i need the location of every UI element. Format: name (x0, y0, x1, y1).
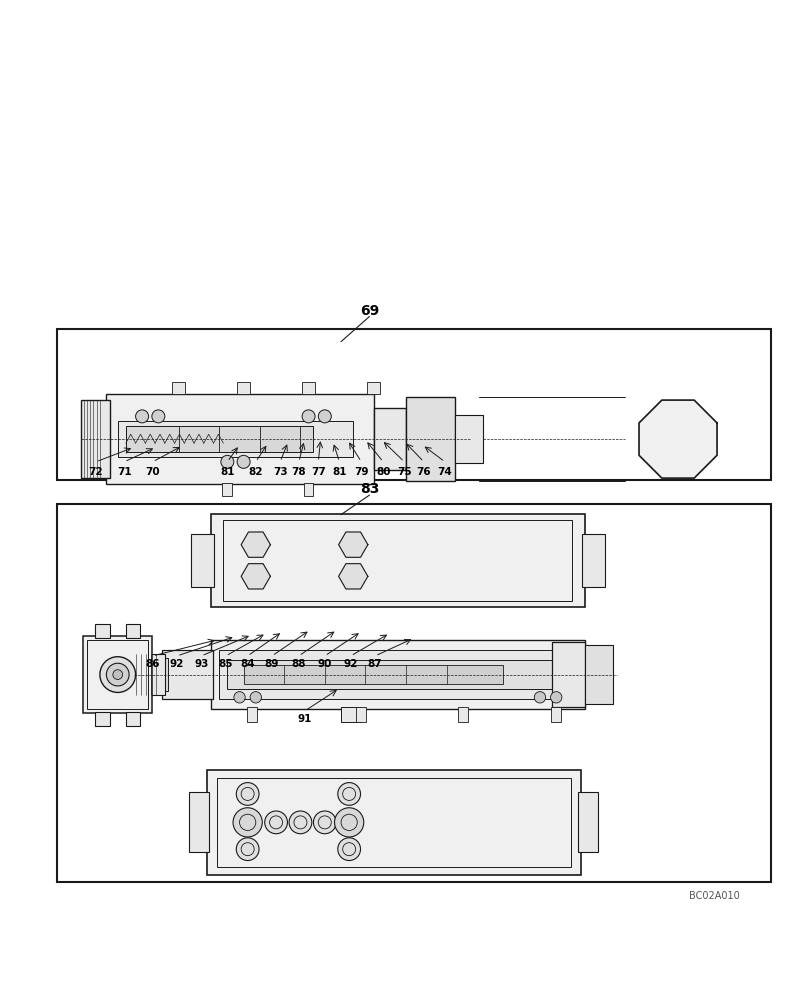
Polygon shape (338, 532, 367, 557)
Text: 84: 84 (240, 659, 255, 669)
Bar (172, 382, 185, 394)
Text: 70: 70 (145, 467, 160, 477)
Circle shape (550, 692, 561, 703)
Bar (118, 421, 353, 457)
Text: BC02A010: BC02A010 (689, 891, 739, 901)
Text: 85: 85 (218, 659, 233, 669)
Text: 81: 81 (220, 467, 234, 477)
Circle shape (152, 410, 165, 423)
Text: 78: 78 (291, 467, 306, 477)
Bar (57, 329, 770, 480)
Bar (302, 382, 315, 394)
Text: 72: 72 (88, 467, 103, 477)
Text: 90: 90 (317, 659, 332, 669)
Bar (222, 483, 232, 496)
Bar (303, 483, 313, 496)
Bar (83, 636, 152, 713)
Circle shape (135, 410, 148, 423)
Circle shape (236, 783, 259, 805)
Circle shape (100, 657, 135, 692)
Bar (219, 650, 576, 699)
Circle shape (318, 410, 331, 423)
Bar (584, 645, 612, 704)
Text: 89: 89 (264, 659, 279, 669)
Polygon shape (338, 564, 367, 589)
Text: 87: 87 (367, 659, 382, 669)
Bar (373, 408, 406, 470)
Bar (457, 707, 467, 722)
Bar (81, 400, 109, 478)
Bar (356, 707, 366, 722)
Text: 86: 86 (145, 659, 160, 669)
Circle shape (654, 416, 700, 462)
Bar (158, 658, 168, 691)
Bar (162, 650, 212, 699)
Circle shape (264, 811, 287, 834)
Text: 79: 79 (354, 467, 368, 477)
Circle shape (233, 808, 262, 837)
Bar (105, 394, 373, 484)
Text: 69: 69 (359, 304, 379, 318)
Text: 80: 80 (375, 467, 390, 477)
Bar (87, 640, 148, 709)
Bar (247, 707, 256, 722)
Text: 77: 77 (311, 467, 325, 477)
Text: 92: 92 (343, 659, 358, 669)
Bar (406, 397, 454, 481)
Circle shape (250, 692, 261, 703)
Bar (211, 640, 584, 709)
Bar (211, 514, 584, 607)
Circle shape (236, 838, 259, 861)
Bar (581, 534, 604, 587)
Circle shape (234, 692, 245, 703)
Polygon shape (241, 564, 270, 589)
Circle shape (313, 811, 336, 834)
Text: 81: 81 (332, 467, 346, 477)
Circle shape (221, 455, 234, 468)
Bar (217, 778, 570, 867)
Text: 92: 92 (169, 659, 184, 669)
Text: 91: 91 (297, 714, 311, 724)
Text: 76: 76 (416, 467, 431, 477)
Bar (57, 504, 770, 882)
Circle shape (337, 838, 360, 861)
Bar (134, 654, 165, 695)
Text: 71: 71 (117, 467, 131, 477)
Bar (191, 534, 213, 587)
Bar (227, 660, 551, 689)
Circle shape (289, 811, 311, 834)
Bar (237, 382, 250, 394)
Text: 74: 74 (437, 467, 452, 477)
Bar (551, 642, 584, 707)
Bar (126, 712, 140, 726)
Bar (454, 415, 483, 463)
Text: 93: 93 (194, 659, 208, 669)
Circle shape (106, 663, 129, 686)
Polygon shape (241, 532, 270, 557)
Circle shape (113, 670, 122, 679)
Bar (126, 426, 312, 452)
Text: 83: 83 (359, 482, 379, 496)
Bar (551, 707, 560, 722)
Text: 75: 75 (397, 467, 411, 477)
Bar (207, 770, 580, 875)
Bar (95, 712, 109, 726)
Bar (243, 665, 503, 684)
Bar (367, 382, 380, 394)
Circle shape (302, 410, 315, 423)
Text: 73: 73 (272, 467, 287, 477)
Bar (223, 520, 572, 601)
Circle shape (337, 783, 360, 805)
Text: 88: 88 (291, 659, 306, 669)
Circle shape (334, 808, 363, 837)
Polygon shape (638, 400, 716, 478)
Bar (126, 624, 140, 638)
Text: 82: 82 (248, 467, 263, 477)
Bar (189, 792, 209, 852)
Bar (341, 707, 361, 722)
Bar (95, 624, 109, 638)
Circle shape (237, 455, 250, 468)
Bar (577, 792, 598, 852)
Circle shape (534, 692, 545, 703)
